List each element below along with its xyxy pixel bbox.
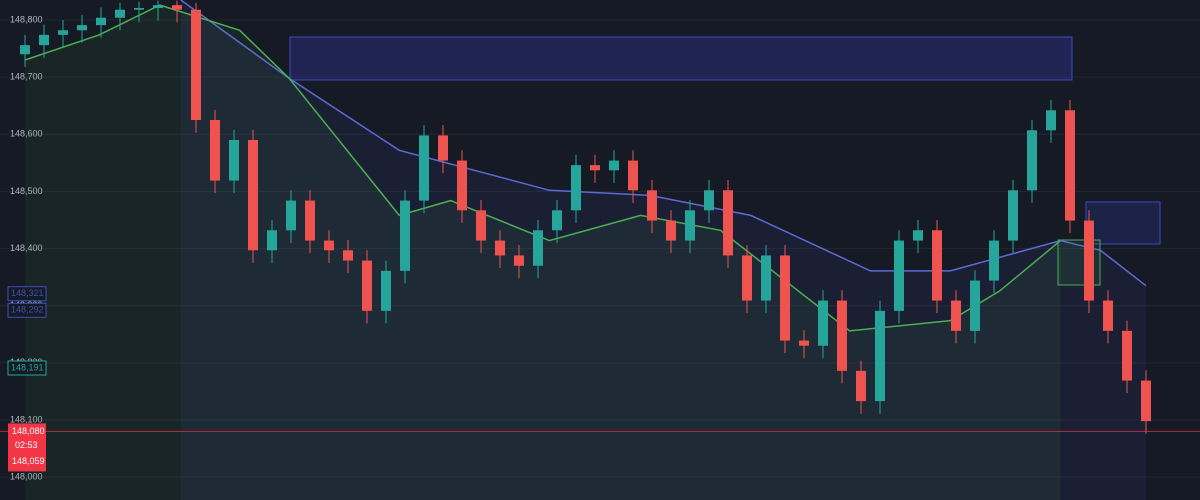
- candle-body: [799, 340, 809, 346]
- candle-body: [1103, 300, 1113, 331]
- price-tag-label: 148,191: [11, 362, 44, 372]
- candle-body: [286, 200, 296, 231]
- candle-body: [1046, 110, 1056, 131]
- candle-body: [476, 210, 486, 241]
- candle-body: [457, 160, 467, 211]
- candle-body: [590, 165, 600, 171]
- band-area: [180, 0, 1147, 500]
- candle-body: [1122, 330, 1132, 381]
- y-tick-label: 148,500: [10, 186, 43, 196]
- price-tag-label: 148,321: [11, 288, 44, 298]
- price-tag-box: [7, 286, 47, 302]
- candle-body: [761, 255, 771, 301]
- candle-body: [229, 140, 239, 181]
- candle-body: [970, 280, 980, 331]
- candle-body: [1084, 220, 1094, 301]
- candle-body: [324, 240, 334, 251]
- candle-body: [1027, 130, 1037, 191]
- candle-body: [552, 210, 562, 231]
- candle-body: [172, 5, 182, 10]
- y-tick-label: 148,000: [10, 472, 43, 482]
- candle-body: [96, 17, 106, 26]
- candle-body: [495, 240, 505, 256]
- candle-body: [400, 200, 410, 271]
- candle-body: [1141, 380, 1151, 422]
- current-price-label: 148,080: [12, 426, 45, 436]
- candle-body: [248, 140, 258, 251]
- price-tag-label: 148,292: [11, 305, 44, 315]
- y-tick-label: 148,600: [10, 129, 43, 139]
- candle-body: [77, 25, 87, 31]
- candle-body: [438, 135, 448, 161]
- candle-body: [115, 9, 125, 18]
- candle-body: [267, 230, 277, 251]
- candle-body: [685, 210, 695, 241]
- candle-body: [932, 230, 942, 301]
- candle-body: [533, 230, 543, 266]
- candle-body: [362, 260, 372, 311]
- current-price-box: [8, 423, 46, 472]
- candle-body: [723, 190, 733, 256]
- candle-body: [210, 120, 220, 181]
- candle-body: [742, 255, 752, 301]
- candle-body: [704, 190, 714, 211]
- candle-body: [856, 370, 866, 402]
- y-tick-label: 148,400: [10, 243, 43, 253]
- candles: [20, 0, 1151, 434]
- candle-body: [666, 220, 676, 241]
- candle-body: [571, 165, 581, 211]
- price-tag-box: [7, 302, 47, 318]
- candle-body: [381, 270, 391, 311]
- candle-body: [343, 250, 353, 261]
- candle-body: [875, 310, 885, 402]
- bid-label: 148,059: [12, 456, 45, 466]
- price-tags: 148,321 148,292 148,191 148,080 02:53 148,059: [0, 286, 1200, 472]
- candle-body: [913, 230, 923, 241]
- y-tick-label: 148,700: [10, 72, 43, 82]
- candle-body: [419, 135, 429, 201]
- candle-body: [989, 240, 999, 281]
- candle-body: [837, 300, 847, 371]
- candle-body: [305, 200, 315, 241]
- supply-zone: [1085, 201, 1161, 245]
- candle-body: [818, 300, 828, 346]
- candle-body: [134, 8, 144, 10]
- y-tick-label: 148,100: [10, 414, 43, 424]
- candle-body: [58, 30, 68, 35]
- candle-body: [191, 9, 201, 120]
- candle-body: [153, 5, 163, 8]
- candle-body: [1008, 190, 1018, 241]
- candle-body: [894, 240, 904, 311]
- candle-body: [514, 255, 524, 266]
- candle-body: [609, 160, 619, 171]
- candle-body: [951, 300, 961, 331]
- band-line: [180, 0, 1147, 287]
- candle-body: [780, 255, 790, 341]
- candle-body: [39, 34, 49, 46]
- candle-body: [1065, 110, 1075, 221]
- countdown: 02:53: [15, 440, 38, 450]
- candle-body: [647, 190, 657, 221]
- y-tick-label: 148,800: [10, 14, 43, 24]
- price-tag-box: [7, 360, 47, 376]
- candle-body: [20, 45, 30, 55]
- supply-zone: [289, 36, 1073, 81]
- candle-body: [628, 160, 638, 191]
